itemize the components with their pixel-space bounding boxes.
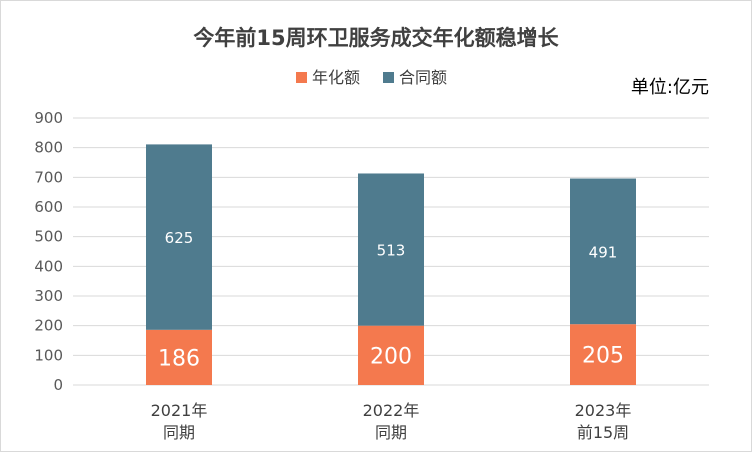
legend: 年化额 合同额 [296, 68, 447, 87]
chart-title: 今年前15周环卫服务成交年化额稳增长 [193, 26, 559, 50]
category-label-2-line-1: 前15周 [577, 423, 629, 442]
bar-contract-1 [358, 173, 424, 326]
y-tick-label: 500 [34, 228, 63, 246]
data-label-annualized-2: 205 [582, 344, 624, 369]
bar-contract-0 [146, 144, 212, 330]
data-label-contract-2: 491 [589, 243, 618, 261]
data-labels: 186 625 200 513 205 491 [158, 229, 624, 371]
y-tick-label: 0 [53, 376, 63, 394]
category-label-0-line-1: 同期 [163, 423, 195, 442]
bar-annualized-1 [358, 325, 424, 385]
data-label-contract-0: 625 [165, 229, 194, 247]
y-tick-label: 100 [34, 346, 63, 364]
y-tick-label: 300 [34, 287, 63, 305]
unit-note: 单位:亿元 [631, 77, 709, 98]
category-label-0-line-0: 2021年 [151, 401, 208, 420]
bar-layer [146, 144, 636, 385]
legend-label-annualized: 年化额 [312, 68, 360, 87]
category-label-1-line-1: 同期 [375, 423, 407, 442]
y-tick-label: 400 [34, 257, 63, 275]
legend-swatch-annualized [296, 72, 307, 83]
y-axis-ticks: 0 100 200 300 400 500 600 700 800 900 [34, 109, 63, 394]
bar-contract-2 [570, 178, 636, 325]
y-tick-label: 700 [34, 168, 63, 186]
data-label-annualized-0: 186 [158, 346, 200, 371]
data-label-contract-1: 513 [377, 242, 406, 260]
bar-annualized-0 [146, 329, 212, 385]
y-tick-label: 800 [34, 139, 63, 157]
y-tick-label: 200 [34, 317, 63, 335]
y-tick-label: 900 [34, 109, 63, 127]
bar-annualized-2 [570, 324, 636, 385]
legend-swatch-contract [383, 72, 394, 83]
y-tick-label: 600 [34, 198, 63, 216]
category-label-1-line-0: 2022年 [363, 401, 420, 420]
legend-label-contract: 合同额 [399, 68, 447, 87]
category-label-2-line-0: 2023年 [575, 401, 632, 420]
data-label-annualized-1: 200 [370, 344, 412, 369]
